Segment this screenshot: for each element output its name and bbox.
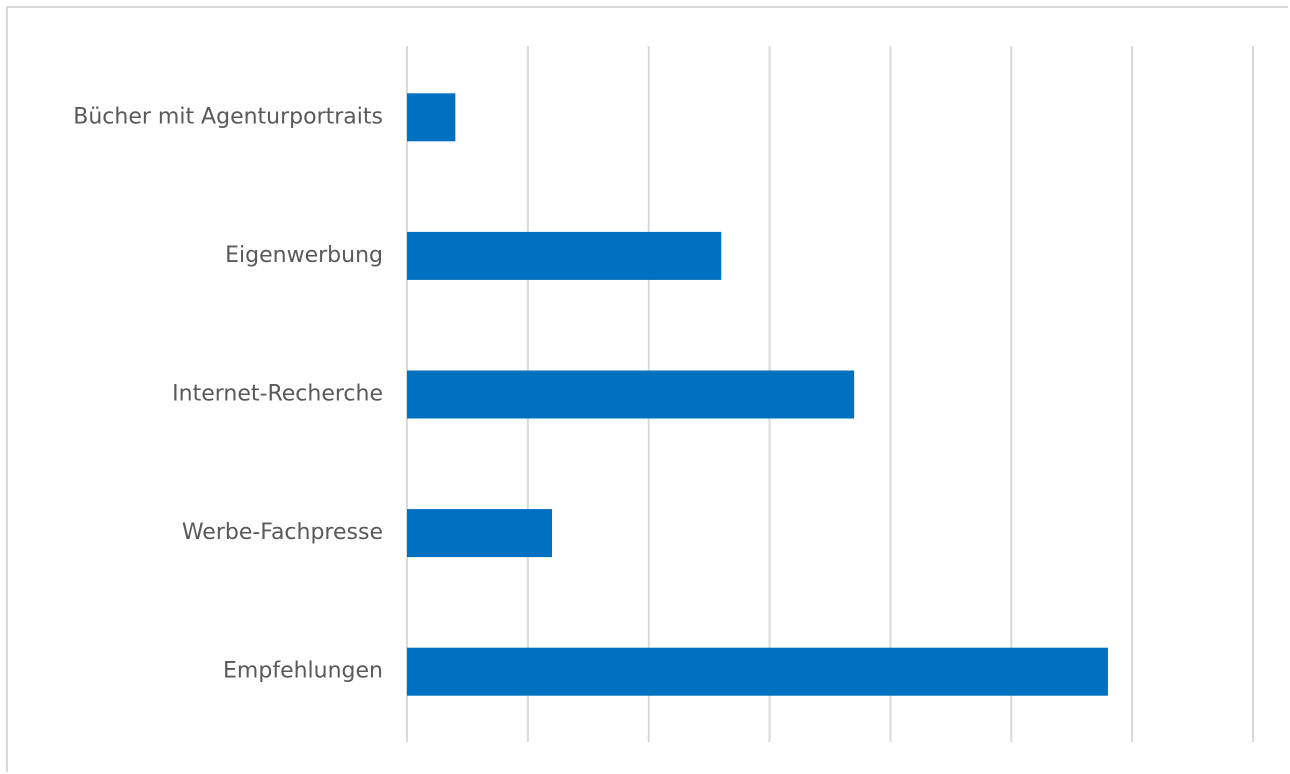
- category-labels: Bücher mit Agenturportraits Eigenwerbung I…: [73, 104, 383, 683]
- category-label-3: Werbe-Fachpresse: [182, 520, 383, 545]
- bar-4: [407, 647, 1108, 696]
- bar-2: [407, 370, 855, 419]
- bar-0: [407, 93, 456, 142]
- category-label-0: Bücher mit Agenturportraits: [73, 104, 383, 129]
- bars: [407, 93, 1108, 696]
- bar-3: [407, 509, 553, 558]
- category-label-1: Eigenwerbung: [225, 243, 383, 268]
- category-label-4: Empfehlungen: [223, 659, 383, 684]
- bar-1: [407, 231, 722, 280]
- category-label-2: Internet-Recherche: [172, 382, 383, 407]
